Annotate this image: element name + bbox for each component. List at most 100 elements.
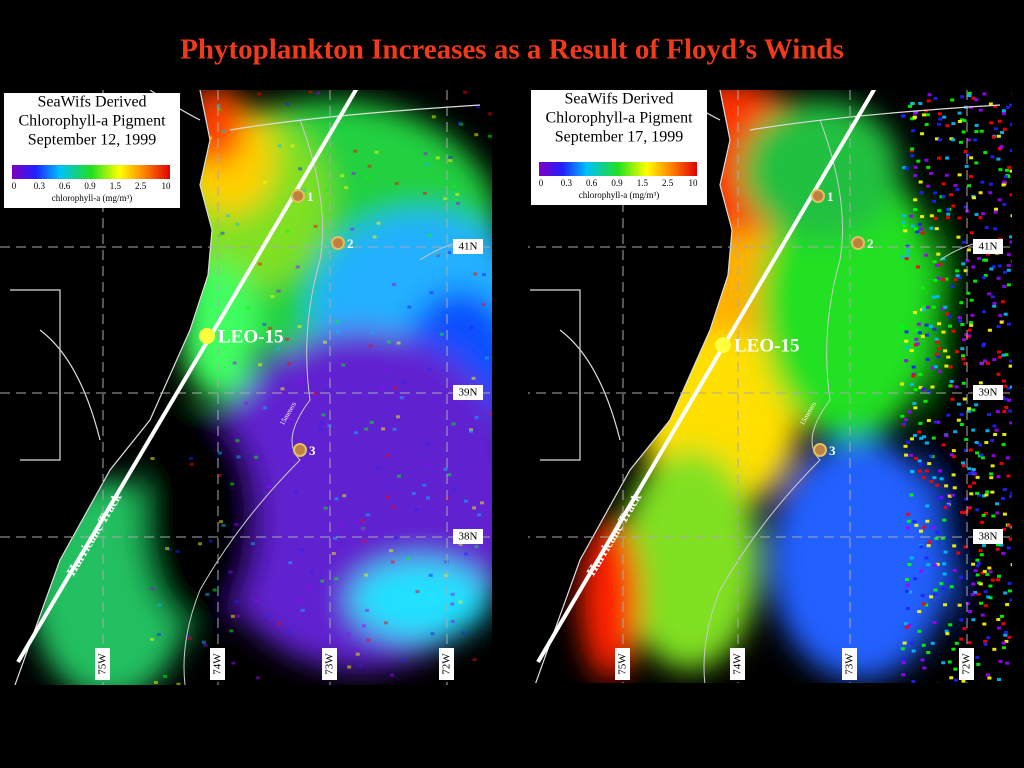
scale-label: 0.6: [59, 181, 71, 191]
speckle: [447, 473, 452, 477]
speckle: [991, 454, 996, 458]
speckle: [971, 618, 976, 622]
speckle: [951, 122, 956, 126]
speckle: [234, 522, 239, 526]
scale-unit: chlorophyll-a (mg/m³): [52, 193, 132, 203]
speckle: [954, 385, 959, 389]
speckle: [907, 562, 912, 566]
speckle: [946, 212, 951, 216]
speckle: [909, 641, 914, 645]
speckle: [971, 96, 976, 100]
speckle: [993, 210, 998, 214]
speckle: [912, 520, 917, 524]
speckle: [318, 427, 323, 431]
speckle: [1006, 174, 1011, 178]
speckle: [962, 511, 967, 515]
lon-label: 73W: [844, 653, 856, 675]
speckle: [910, 102, 915, 106]
speckle: [949, 379, 954, 383]
speckle: [904, 577, 909, 581]
speckle: [981, 344, 986, 348]
speckle: [957, 111, 962, 115]
speckle: [938, 117, 943, 121]
scale-label: 10: [162, 181, 172, 191]
speckle: [458, 600, 463, 604]
speckle: [370, 330, 375, 334]
speckle: [919, 227, 924, 231]
lon-label: 74W: [212, 653, 224, 675]
speckle: [986, 595, 991, 599]
speckle: [984, 258, 989, 262]
speckle: [938, 495, 943, 499]
speckle: [1001, 646, 1006, 650]
speckle: [450, 592, 455, 596]
speckle: [928, 324, 933, 328]
speckle: [1004, 639, 1009, 643]
speckle: [176, 682, 181, 685]
speckle: [429, 291, 434, 295]
speckle: [985, 572, 990, 576]
speckle: [962, 338, 967, 342]
speckle: [925, 357, 930, 361]
speckle: [936, 346, 941, 350]
speckle: [257, 262, 262, 266]
speckle: [924, 556, 929, 560]
speckle: [912, 310, 917, 314]
speckle: [994, 207, 999, 211]
lon-box: [322, 648, 337, 680]
speckle: [1011, 92, 1012, 96]
speckle: [427, 367, 432, 371]
speckle: [919, 545, 924, 549]
speckle: [225, 214, 230, 218]
speckle: [933, 191, 938, 195]
speckle: [1002, 409, 1007, 413]
speckle: [909, 493, 914, 497]
speckle: [205, 592, 210, 596]
speckle: [906, 249, 911, 253]
speckle: [977, 493, 982, 497]
speckle: [933, 563, 938, 567]
scale-label: 0: [539, 178, 544, 188]
speckle: [354, 520, 359, 524]
lon-label: 72W: [441, 653, 453, 675]
speckle: [999, 543, 1004, 547]
speckle: [217, 107, 222, 111]
speckle: [1002, 512, 1007, 516]
speckle: [932, 620, 937, 624]
speckle: [924, 469, 929, 473]
speckle: [963, 269, 968, 273]
speckle: [935, 263, 940, 267]
speckle: [235, 439, 240, 443]
speckle: [335, 330, 340, 334]
speckle: [920, 215, 925, 219]
speckle: [995, 410, 1000, 414]
speckle: [983, 359, 988, 363]
speckle: [937, 112, 942, 116]
speckle: [921, 305, 926, 309]
speckle: [1002, 379, 1007, 383]
speckle: [956, 235, 961, 239]
speckle: [967, 506, 972, 510]
station-label: 1: [307, 189, 314, 204]
station-marker: [811, 189, 825, 203]
speckle: [400, 658, 405, 662]
legend-title: September 12, 1999: [28, 132, 156, 149]
speckle: [426, 463, 431, 467]
speckle: [971, 428, 976, 432]
speckle: [1003, 591, 1008, 595]
speckle: [481, 273, 486, 277]
speckle: [950, 493, 955, 497]
speckle: [216, 103, 221, 107]
speckle: [963, 362, 968, 366]
speckle: [980, 180, 985, 184]
speckle: [965, 259, 970, 263]
speckle: [235, 222, 240, 226]
scale-label: 0.6: [586, 178, 598, 188]
speckle: [923, 399, 928, 403]
speckle: [955, 269, 960, 273]
speckle: [293, 490, 298, 494]
speckle: [905, 583, 910, 587]
speckle: [911, 680, 916, 683]
speckle: [918, 372, 923, 376]
speckle: [932, 199, 937, 203]
